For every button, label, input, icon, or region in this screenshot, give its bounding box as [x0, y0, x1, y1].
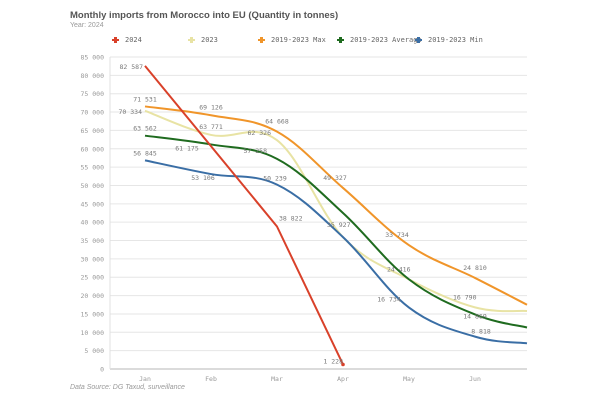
y-tick-label: 55 000 [81, 164, 105, 172]
legend-label: 2024 [125, 36, 142, 44]
y-tick-label: 30 000 [81, 255, 105, 263]
y-tick-label: 70 000 [81, 109, 105, 117]
data-labels: 82 587 38 822 1 228 70 334 63 771 62 326 35 92… [119, 63, 491, 366]
y-tick-label: 40 000 [81, 219, 105, 227]
x-axis-ticks: Jan Feb Mar Apr May Jun [139, 375, 481, 383]
data-label: 63 771 [199, 123, 223, 131]
data-label: 63 562 [133, 125, 157, 133]
chart-subtitle: Year: 2024 [70, 22, 104, 29]
legend-swatch [258, 37, 265, 43]
data-label: 49 327 [323, 174, 347, 182]
legend-swatch [337, 37, 344, 43]
data-label: 62 326 [248, 129, 272, 137]
chart-title: Monthly imports from Morocco into EU (Qu… [70, 10, 339, 21]
x-tick-label: Apr [337, 375, 349, 383]
data-label: 8 818 [471, 328, 491, 336]
y-tick-label: 20 000 [81, 292, 105, 300]
series-line-2019-2023-max [144, 105, 528, 306]
y-axis-ticks: 0 5 000 10 000 15 000 20 000 25 000 30 000 35 0… [81, 54, 105, 374]
data-label: 70 334 [119, 108, 143, 116]
data-label: 53 106 [191, 174, 215, 182]
legend-label: 2019-2023 Max [271, 36, 326, 44]
legend-label: 2019-2023 Min [428, 36, 483, 44]
legend-label: 2019-2023 Average [350, 36, 422, 44]
y-tick-label: 60 000 [81, 145, 105, 153]
x-tick-label: Feb [205, 375, 217, 383]
legend-swatch [112, 37, 119, 43]
legend: 2024 2023 2019-2023 Max 2019-2023 Average 20… [0, 36, 600, 48]
data-label: 57 258 [244, 147, 268, 155]
x-tick-label: Jan [139, 375, 151, 383]
data-label: 35 927 [327, 221, 351, 229]
legend-item-1[interactable]: 2023 [188, 36, 218, 44]
y-tick-label: 75 000 [81, 90, 105, 98]
data-label: 69 126 [199, 103, 223, 111]
series-line-2019-2023-min [144, 159, 528, 345]
data-label: 82 587 [120, 63, 144, 71]
grid-lines [109, 56, 527, 370]
series-line-2019-2023-average [144, 134, 528, 329]
legend-item-3[interactable]: 2019-2023 Average [337, 36, 422, 44]
y-tick-label: 85 000 [81, 54, 105, 62]
data-label: 38 822 [279, 215, 303, 223]
data-label: 1 228 [323, 357, 343, 365]
data-label: 16 790 [453, 293, 477, 301]
y-tick-label: 80 000 [81, 72, 105, 80]
data-label: 61 175 [175, 144, 199, 152]
y-tick-label: 35 000 [81, 237, 105, 245]
y-tick-label: 25 000 [81, 274, 105, 282]
data-label: 50 239 [263, 175, 287, 183]
y-tick-label: 65 000 [81, 127, 105, 135]
data-label: 33 734 [385, 231, 409, 239]
y-tick-label: 45 000 [81, 200, 105, 208]
legend-item-2[interactable]: 2019-2023 Max [258, 36, 326, 44]
data-label: 64 668 [265, 118, 289, 126]
data-label: 71 531 [133, 95, 157, 103]
data-label: 14 869 [463, 312, 487, 320]
y-tick-label: 0 [100, 366, 104, 374]
legend-item-0[interactable]: 2024 [112, 36, 142, 44]
series-lines [144, 65, 528, 367]
series-line-2024 [144, 65, 344, 365]
legend-swatch [415, 37, 422, 43]
x-tick-label: Mar [271, 375, 283, 383]
legend-item-4[interactable]: 2019-2023 Min [415, 36, 483, 44]
y-tick-label: 5 000 [84, 347, 104, 355]
data-label: 56 845 [133, 149, 157, 157]
y-tick-label: 10 000 [81, 329, 105, 337]
y-tick-label: 15 000 [81, 310, 105, 318]
data-label: 16 734 [377, 296, 401, 304]
data-label: 24 416 [387, 265, 411, 273]
data-source: Data Source: DG Taxud, surveillance [70, 384, 185, 391]
series-line-2023 [144, 109, 528, 313]
legend-swatch [188, 37, 195, 43]
data-label: 24 810 [463, 264, 487, 272]
data-point [341, 362, 345, 367]
legend-label: 2023 [201, 36, 218, 44]
x-tick-label: May [403, 375, 415, 383]
y-tick-label: 50 000 [81, 182, 105, 190]
x-tick-label: Jun [469, 375, 481, 383]
